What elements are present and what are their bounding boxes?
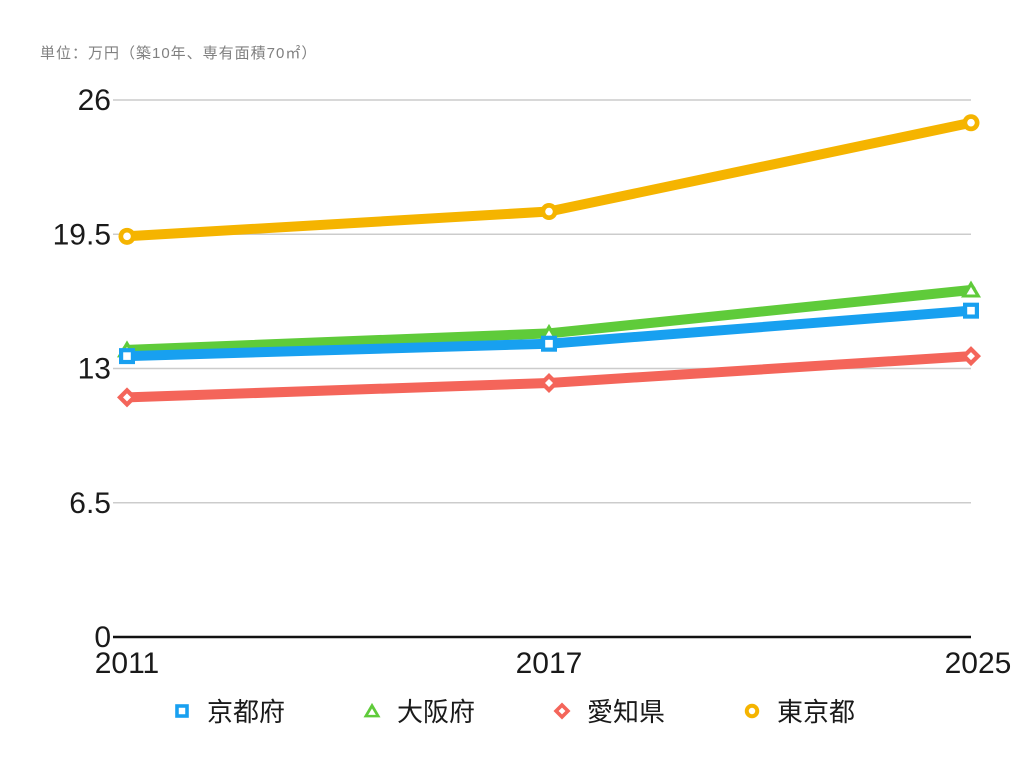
diamond-marker (117, 387, 137, 408)
diamond-icon (553, 702, 571, 719)
triangle-marker (363, 702, 381, 717)
square-marker (541, 335, 557, 352)
y-axis-tick-label: 13 (78, 353, 111, 386)
legend-item-3: 東京都 (739, 692, 855, 729)
x-axis-tick-label: 2025 (945, 647, 1012, 680)
square-marker (963, 302, 979, 319)
legend-item-0: 京都府 (169, 692, 285, 729)
y-axis-tick-label: 0 (94, 621, 111, 654)
triangle-marker (961, 280, 981, 298)
diamond-marker (961, 346, 981, 367)
x-axis-tick-label: 2011 (95, 647, 160, 680)
chart-legend: 京都府 大阪府 愛知県 東京都 (0, 692, 1024, 729)
y-axis-tick-label: 19.5 (53, 218, 111, 251)
square-icon (175, 703, 189, 718)
legend-label: 愛知県 (587, 697, 666, 727)
circle-icon (744, 703, 760, 718)
legend-label: 東京都 (777, 697, 856, 727)
square-marker (119, 348, 135, 365)
legend-item-2: 愛知県 (549, 692, 665, 729)
y-axis-tick-label: 26 (78, 84, 111, 117)
y-axis-tick-label: 6.5 (69, 487, 111, 520)
chart-unit-label: 単位：万円（築10年、専有面積70㎡） (40, 45, 318, 62)
circle-marker (118, 227, 136, 245)
circle-marker (962, 114, 980, 132)
x-axis-tick-label: 2017 (516, 647, 583, 680)
diamond-marker (553, 702, 571, 719)
legend-item-1: 大阪府 (359, 692, 475, 729)
square-marker (175, 703, 189, 718)
legend-label: 京都府 (206, 697, 285, 727)
triangle-icon (363, 702, 381, 717)
legend-label: 大阪府 (396, 697, 475, 727)
diamond-marker (539, 372, 559, 393)
circle-marker (744, 703, 760, 718)
circle-marker (540, 203, 558, 221)
